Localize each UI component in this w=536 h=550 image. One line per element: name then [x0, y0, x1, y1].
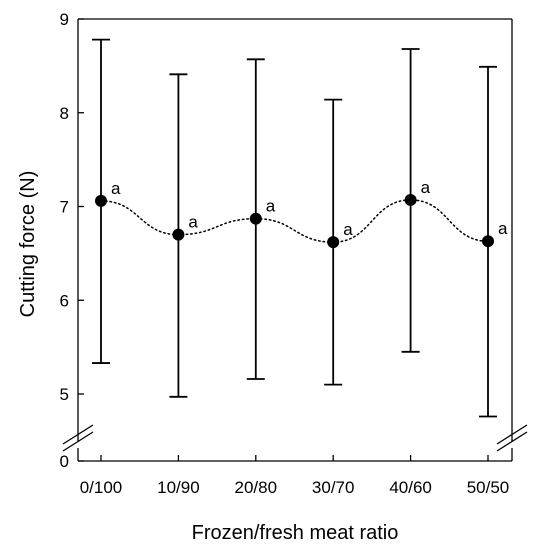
data-point [95, 194, 107, 207]
data-point [172, 228, 185, 241]
significance-label: a [188, 213, 198, 232]
right-axis-break-mark [496, 431, 528, 452]
x-tick-label: 20/80 [235, 478, 278, 497]
data-point [249, 212, 262, 225]
significance-label: a [111, 179, 121, 198]
x-tick-label: 0/100 [80, 478, 123, 497]
significance-label: a [498, 219, 508, 238]
data-point [404, 193, 417, 206]
y-tick-label: 8 [60, 104, 69, 123]
data-point [327, 236, 340, 249]
series-line [100, 199, 489, 243]
significance-label: a [421, 178, 431, 197]
y-tick-label: 5 [60, 385, 69, 404]
significance-label: a [266, 197, 276, 216]
y-tick-label: 7 [60, 198, 69, 217]
x-tick-label: 10/90 [157, 478, 200, 497]
data-point [482, 235, 494, 248]
x-tick-label: 40/60 [389, 478, 432, 497]
y-axis-break-mark [62, 431, 94, 452]
y-tick-label: 9 [60, 10, 69, 29]
x-tick-label: 50/50 [467, 478, 510, 497]
x-tick-label: 30/70 [312, 478, 355, 497]
y-axis-break-mark [62, 424, 94, 445]
significance-label: a [343, 220, 353, 239]
y-tick-label: 0 [60, 452, 69, 471]
y-axis-title: Cutting force (N) [17, 171, 39, 318]
y-tick-label: 6 [60, 291, 69, 310]
right-axis-break-mark [496, 424, 528, 445]
x-axis-title: Frozen/fresh meat ratio [192, 522, 399, 544]
